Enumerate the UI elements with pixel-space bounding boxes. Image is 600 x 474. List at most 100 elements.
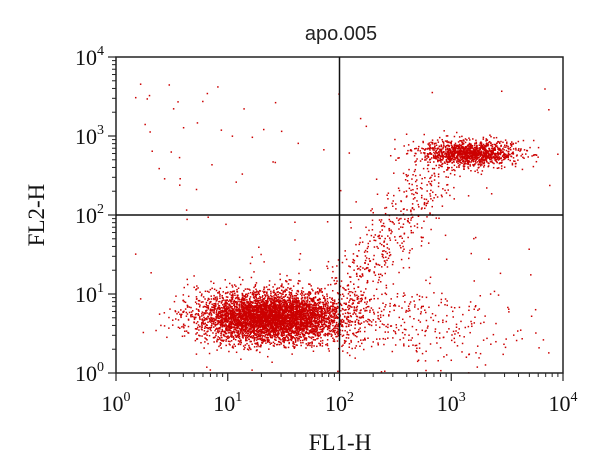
scatter-point-lower-left <box>282 293 284 295</box>
scatter-point-lower-left <box>236 324 239 327</box>
scatter-point-lower-left <box>316 328 319 330</box>
scatter-point-lower-left <box>360 322 363 324</box>
scatter-point-lower-left <box>344 322 347 325</box>
scatter-point-lower-left <box>318 313 320 316</box>
scatter-point-lower-left <box>288 339 290 342</box>
scatter-point-lower-left <box>204 337 206 339</box>
scatter-point-lower-left <box>245 318 247 320</box>
scatter-point-lower-left <box>277 330 279 333</box>
scatter-point-lower-left <box>228 322 230 324</box>
scatter-point-lower-left <box>291 289 293 292</box>
scatter-point-lower-left <box>281 330 284 332</box>
scatter-point-lower-left <box>254 326 257 328</box>
scatter-point-lower-left <box>329 326 331 328</box>
scatter-point-lower-left <box>314 332 316 335</box>
scatter-point-lower-left <box>337 324 339 327</box>
scatter-point-lower-left <box>307 328 309 330</box>
scatter-point-lower-left <box>218 290 221 293</box>
scatter-point-lower-left <box>239 313 241 315</box>
scatter-point-lower-left <box>284 322 286 324</box>
scatter-point-lower-left <box>259 316 262 319</box>
scatter-point-lower-left <box>216 331 219 333</box>
scatter-point-lower-left <box>316 338 318 340</box>
scatter-point-lower-left <box>308 303 311 305</box>
scatter-point-lower-left <box>319 291 321 293</box>
scatter-point-lower-left <box>295 344 297 346</box>
scatter-point-lower-left <box>332 330 334 333</box>
scatter-point-lower-left <box>210 312 212 315</box>
scatter-point-lower-left <box>261 309 264 312</box>
scatter-point-lower-left <box>217 312 220 315</box>
scatter-point-lower-left <box>224 332 227 334</box>
scatter-point-lower-left <box>294 319 297 321</box>
scatter-point-lower-left <box>328 327 331 330</box>
scatter-point-lower-left <box>286 312 289 315</box>
scatter-point-lower-left <box>250 324 253 326</box>
scatter-point-lower-left <box>225 296 228 298</box>
scatter-point-lower-left <box>268 284 271 286</box>
scatter-point-lower-left <box>285 334 288 337</box>
scatter-point-lower-left <box>238 314 240 317</box>
scatter-point-lower-left <box>329 311 332 313</box>
scatter-point-lower-left <box>241 298 244 300</box>
scatter-point-lower-left <box>310 337 313 340</box>
scatter-point-lower-left <box>317 316 319 318</box>
scatter-point-lower-left <box>220 331 223 333</box>
scatter-point-lower-left <box>252 316 254 319</box>
scatter-point-lower-left <box>240 318 242 320</box>
scatter-point-lower-left <box>312 289 314 292</box>
scatter-point-lower-left <box>220 342 222 345</box>
scatter-point-lower-left <box>227 291 229 294</box>
scatter-point-lower-left <box>233 343 235 346</box>
scatter-point-lower-left <box>187 325 190 328</box>
scatter-point-lower-left <box>297 280 300 282</box>
scatter-point-lower-left <box>290 316 293 318</box>
scatter-point-lower-left <box>221 326 224 328</box>
scatter-point-lower-left <box>321 329 324 332</box>
scatter-point-lower-left <box>245 316 248 319</box>
scatter-point-lower-left <box>340 319 342 322</box>
scatter-point-lower-left <box>291 297 293 299</box>
scatter-point-lower-left <box>198 303 200 305</box>
scatter-point-lower-left <box>280 316 282 319</box>
scatter-point-lower-left <box>313 320 315 323</box>
scatter-point-lower-left <box>292 314 294 316</box>
scatter-point-lower-left <box>293 320 295 322</box>
scatter-point-lower-left <box>185 330 188 332</box>
scatter-point-lower-left <box>277 291 279 293</box>
scatter-point-lower-left <box>281 329 284 331</box>
scatter-point-lower-left <box>223 305 225 307</box>
scatter-point-lower-left <box>335 321 338 324</box>
scatter-point-lower-left <box>320 307 322 310</box>
scatter-point-lower-left <box>320 320 323 323</box>
scatter-point-lower-left <box>225 340 227 342</box>
scatter-point-lower-left <box>236 288 238 291</box>
scatter-point-lower-left <box>190 314 192 316</box>
scatter-point-lower-left <box>231 310 234 312</box>
scatter-point-lower-left <box>344 303 347 306</box>
scatter-point-lower-left <box>179 313 181 315</box>
scatter-point-lower-left <box>303 319 305 321</box>
scatter-point-lower-left <box>205 309 207 312</box>
scatter-point-lower-left <box>296 297 299 299</box>
scatter-point-lower-left <box>269 335 272 338</box>
scatter-point-lower-left <box>329 308 332 310</box>
scatter-point-lower-left <box>232 317 234 319</box>
scatter-point-lower-left <box>334 333 337 336</box>
scatter-point-lower-left <box>308 342 310 345</box>
scatter-point-lower-left <box>219 337 221 339</box>
scatter-point-lower-left <box>329 306 332 308</box>
scatter-point-lower-left <box>267 306 270 308</box>
scatter-point-lower-left <box>230 300 232 302</box>
scatter-point-lower-left <box>238 343 240 345</box>
scatter-point-lower-left <box>183 327 185 329</box>
scatter-point-lower-left <box>293 323 296 326</box>
scatter-point-lower-left <box>231 298 234 300</box>
scatter-point-lower-left <box>253 338 256 341</box>
scatter-point-lower-left <box>228 328 231 330</box>
scatter-point-lower-left <box>216 307 218 310</box>
scatter-point-lower-left <box>248 344 250 347</box>
scatter-point-lower-left <box>287 334 289 336</box>
scatter-point-lower-left <box>247 314 250 317</box>
scatter-point-lower-left <box>286 317 288 319</box>
